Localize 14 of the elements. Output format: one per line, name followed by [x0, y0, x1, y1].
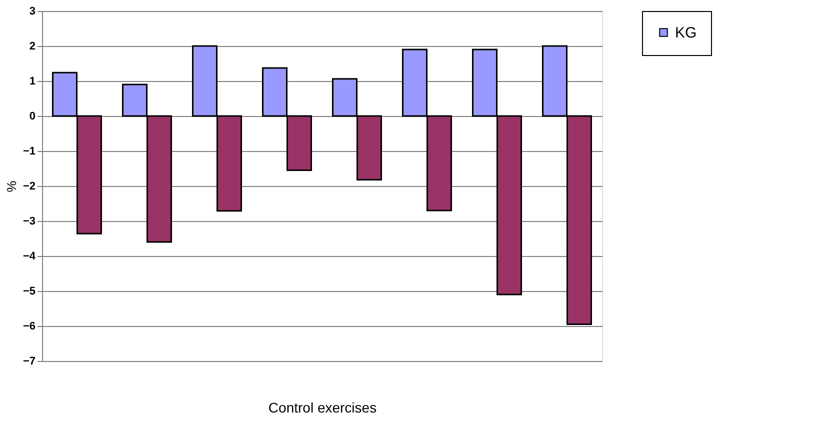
x-axis-title: Control exercises: [268, 400, 377, 416]
y-tick-label: −3: [22, 216, 36, 228]
y-tick-label: 3: [29, 6, 36, 18]
legend-label: KG: [675, 24, 697, 42]
y-tick-label: −2: [22, 180, 36, 192]
y-tick-label: 0: [29, 110, 36, 122]
y-tick-label: −6: [22, 320, 36, 332]
y-axis-title: %: [4, 180, 19, 192]
y-tick-label: −1: [22, 146, 36, 158]
y-tick-label: −5: [22, 286, 36, 298]
y-tick-label: −4: [22, 250, 36, 262]
y-tick-label: 2: [29, 40, 36, 52]
y-tick-label: −7: [22, 356, 36, 368]
y-tick-label: 1: [29, 76, 36, 88]
